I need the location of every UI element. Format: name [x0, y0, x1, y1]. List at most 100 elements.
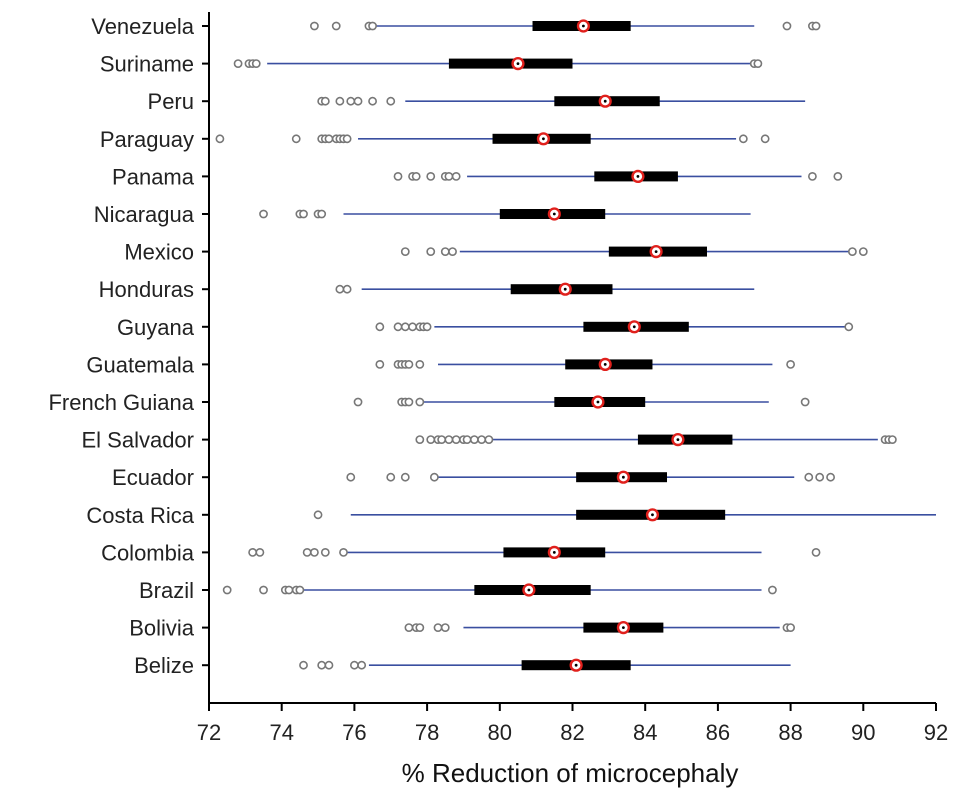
median-dot [574, 663, 578, 667]
outlier-point [415, 397, 425, 407]
outlier-point [451, 171, 461, 181]
median-dot [651, 513, 654, 517]
outlier-point [295, 585, 305, 595]
outlier-point [422, 322, 432, 332]
outlier-point [484, 435, 494, 444]
axes: 72 74 76 78 80 82 84 86 88 90 92 [197, 12, 948, 745]
row-mexico: Mexico [124, 240, 868, 265]
median-dot [527, 588, 531, 592]
outlier-point [349, 660, 359, 670]
y-tick-label: Venezuela [91, 14, 195, 39]
outlier-point [426, 247, 436, 256]
median-dot [542, 137, 545, 141]
y-tick-label: Belize [134, 653, 194, 678]
outlier-point [448, 247, 457, 256]
outlier-point [353, 397, 363, 407]
y-tick-label: Brazil [139, 578, 194, 603]
outlier-point [415, 359, 425, 369]
outlier-point [760, 134, 770, 144]
x-tick-label: 72 [197, 720, 221, 745]
outlier-point [404, 397, 414, 407]
outlier-point [339, 548, 348, 557]
outlier-point [346, 472, 356, 482]
outlier-point [800, 397, 810, 407]
row-costa-rica: Costa Rica [86, 503, 936, 528]
median-dot [552, 212, 556, 216]
outlier-point [302, 548, 312, 557]
outlier-point [815, 472, 825, 482]
y-tick-label: French Guiana [48, 390, 194, 415]
outlier-point [429, 472, 439, 482]
y-tick-label: Peru [148, 89, 194, 114]
x-tick-label: 88 [778, 720, 802, 745]
outlier-point [786, 359, 795, 369]
outlier-point [317, 660, 327, 670]
outlier-point [408, 322, 417, 332]
outlier-point [255, 548, 265, 557]
outlier-point [411, 171, 421, 181]
y-tick-label: Bolivia [129, 616, 195, 641]
outlier-point [375, 359, 385, 369]
median-dot [621, 626, 625, 629]
outlier-point [400, 322, 410, 332]
row-brazil: Brazil [139, 578, 777, 603]
median-dot [632, 325, 636, 329]
row-colombia: Colombia [101, 540, 821, 565]
outlier-point [299, 209, 308, 219]
row-nicaragua: Nicaragua [94, 202, 751, 227]
outlier-point [320, 548, 330, 557]
outlier-point [477, 435, 487, 444]
outlier-point [393, 322, 403, 332]
y-tick-label: Nicaragua [94, 202, 195, 227]
outlier-point [444, 435, 454, 444]
row-honduras: Honduras [99, 277, 755, 302]
row-french-guiana: French Guiana [48, 390, 810, 415]
outlier-point [375, 322, 385, 332]
x-ticks: 72 74 76 78 80 82 84 86 88 90 92 [197, 703, 948, 745]
outlier-point [335, 96, 345, 106]
outlier-point [887, 435, 897, 444]
y-tick-label: Guatemala [86, 352, 194, 377]
x-tick-label: 82 [560, 720, 584, 745]
x-tick-label: 74 [269, 720, 293, 745]
outlier-point [404, 623, 414, 632]
row-el-salvador: El Salvador [81, 428, 897, 453]
row-bolivia: Bolivia [129, 616, 795, 641]
outlier-point [426, 171, 436, 181]
row-paraguay: Paraguay [100, 127, 770, 152]
outlier-point [811, 21, 821, 31]
x-tick-label: 78 [415, 720, 439, 745]
y-tick-label: Ecuador [112, 465, 194, 490]
outlier-point [357, 660, 367, 670]
median-dot [563, 287, 567, 291]
outlier-point [440, 623, 450, 632]
outlier-point [462, 435, 472, 444]
median-dot [654, 250, 658, 254]
outlier-point [393, 171, 403, 181]
outlier-point [222, 585, 232, 595]
outlier-point [299, 660, 308, 670]
outlier-point [368, 21, 377, 31]
outlier-point [738, 134, 748, 144]
outlier-point [324, 134, 334, 144]
y-tick-label: Panama [112, 164, 195, 189]
x-tick-label: 84 [633, 720, 657, 745]
y-tick-label: El Salvador [81, 428, 194, 453]
y-tick-label: Paraguay [100, 127, 194, 152]
row-suriname: Suriname [100, 52, 763, 77]
outlier-point [858, 247, 868, 256]
outlier-point [844, 322, 854, 332]
outlier-point [786, 623, 795, 632]
median-dot [603, 99, 607, 103]
row-venezuela: Venezuela [91, 14, 821, 39]
outlier-point [415, 623, 425, 632]
outlier-point [335, 284, 345, 294]
outlier-point [386, 96, 396, 106]
row-panama: Panama [112, 164, 843, 189]
outlier-point [451, 435, 461, 444]
median-dot [636, 175, 640, 178]
x-tick-label: 76 [342, 720, 366, 745]
outlier-point [400, 247, 410, 256]
x-tick-label: 92 [924, 720, 948, 745]
row-guyana: Guyana [117, 315, 854, 340]
